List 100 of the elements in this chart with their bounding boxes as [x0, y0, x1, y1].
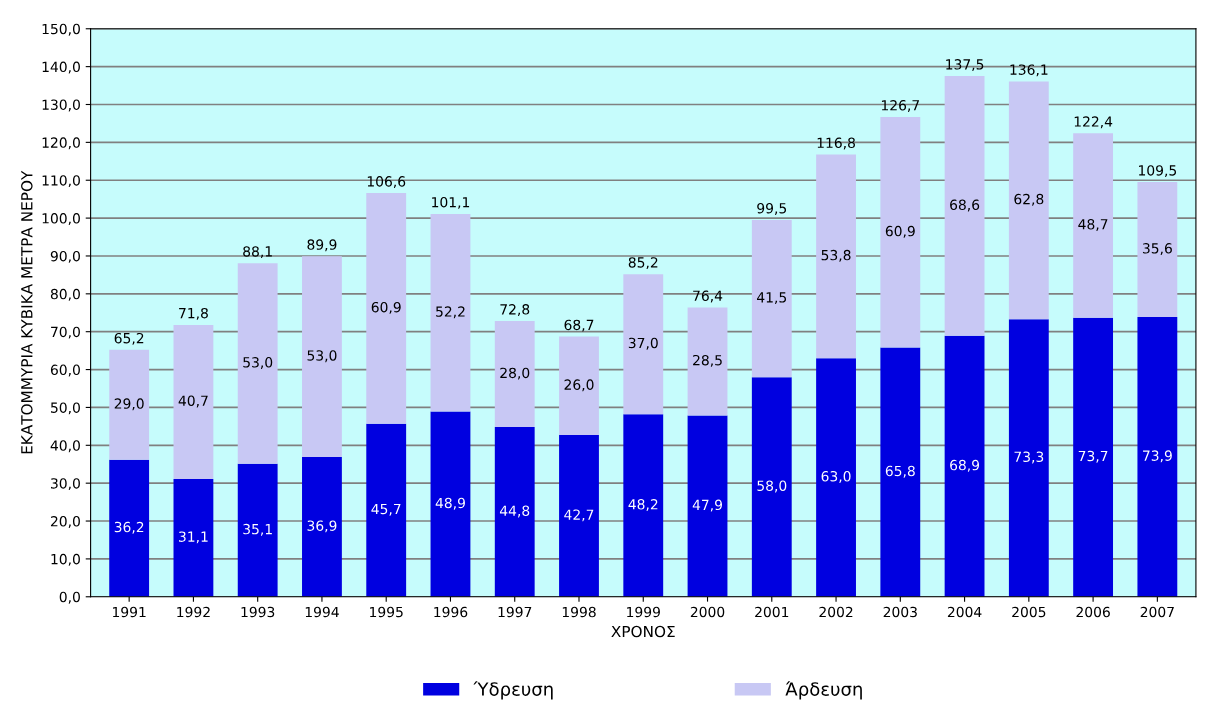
bar [944, 335, 985, 597]
total-label: 109,5 [1139, 165, 1177, 178]
data-label: 47,9 [692, 499, 723, 512]
data-label: 45,7 [371, 503, 401, 516]
bar [237, 463, 278, 597]
bar [687, 307, 728, 416]
y-tick-label: 110,0 [42, 175, 80, 188]
x-tick-label: 2000 [690, 606, 725, 618]
data-label: 60,9 [371, 301, 401, 314]
data-label: 48,9 [435, 497, 465, 510]
bar [302, 457, 342, 597]
data-label: 52,2 [436, 306, 465, 319]
bar [751, 377, 792, 597]
bar [237, 263, 278, 464]
x-tick-label: 1992 [177, 606, 210, 618]
x-tick-label: 2002 [819, 606, 853, 618]
total-label: 85,2 [628, 257, 658, 270]
data-label: 63,0 [821, 471, 851, 483]
x-tick-label: 1996 [434, 606, 468, 618]
data-label: 35,1 [243, 523, 272, 536]
total-label: 137,5 [946, 59, 984, 72]
data-label: 36,9 [307, 520, 337, 533]
data-label: 28,0 [500, 367, 530, 380]
data-label: 68,6 [950, 199, 980, 212]
total-label: 65,2 [114, 332, 144, 345]
y-tick-label: 150,0 [42, 23, 80, 36]
data-label: 58,0 [757, 480, 787, 493]
data-label: 48,2 [628, 499, 658, 511]
data-label: 41,5 [757, 292, 787, 305]
bar [559, 435, 599, 597]
x-tick-label: 1998 [562, 606, 596, 618]
total-label: 88,1 [243, 246, 272, 259]
y-tick-label: 120,0 [42, 137, 80, 150]
bar [751, 219, 792, 378]
x-tick-label: 2004 [947, 606, 982, 618]
data-label: 48,7 [1078, 219, 1108, 231]
y-tick-label: 90,0 [50, 250, 80, 263]
total-label: 116,8 [817, 137, 855, 150]
bar [494, 321, 535, 428]
data-label: 28,5 [693, 354, 722, 367]
bar [559, 336, 599, 436]
y-tick-label: 10,0 [51, 553, 80, 566]
data-label: 29,0 [114, 398, 144, 411]
x-tick-label: 1994 [305, 606, 339, 618]
x-tick-label: 2006 [1076, 606, 1110, 618]
total-label: 136,1 [1010, 64, 1048, 77]
bar [366, 423, 407, 597]
bar [816, 358, 856, 597]
y-tick-label: 0,0 [59, 591, 80, 604]
bar [1008, 319, 1049, 597]
x-tick-label: 1995 [370, 606, 403, 618]
y-tick-label: 100,0 [42, 213, 80, 225]
bar [109, 349, 150, 460]
x-tick-label: 2001 [755, 606, 789, 618]
legend-label: Άρδευση [785, 681, 862, 700]
x-axis-title: ΧΡΟΝΟΣ [611, 625, 675, 638]
bar [1137, 316, 1178, 597]
total-label: 106,6 [367, 176, 406, 189]
bar [1073, 133, 1114, 318]
bar [430, 213, 471, 412]
total-label: 71,8 [179, 307, 208, 320]
data-label: 73,7 [1078, 450, 1108, 463]
y-tick-label: 20,0 [50, 516, 80, 528]
bar [1073, 317, 1114, 597]
bar [623, 274, 664, 415]
y-tick-label: 40,0 [50, 440, 80, 453]
bar [430, 411, 471, 597]
total-label: 72,8 [500, 304, 530, 317]
bar [687, 415, 728, 597]
y-tick-label: 140,0 [42, 61, 80, 74]
data-label: 37,0 [628, 337, 658, 350]
bar [880, 347, 921, 597]
data-label: 26,0 [564, 379, 594, 392]
data-label: 60,9 [885, 225, 915, 238]
bar [1137, 182, 1178, 317]
bar [944, 76, 985, 336]
data-label: 31,1 [179, 531, 208, 544]
bar [109, 459, 150, 597]
bar [816, 154, 856, 359]
data-label: 65,8 [885, 465, 915, 478]
total-label: 122,4 [1074, 116, 1113, 129]
y-tick-label: 80,0 [50, 288, 80, 301]
total-label: 76,4 [693, 290, 723, 303]
total-label: 99,5 [757, 203, 787, 215]
data-label: 62,8 [1014, 193, 1044, 206]
y-tick-label: 70,0 [51, 326, 80, 339]
bar [494, 427, 535, 597]
total-label: 89,9 [307, 239, 337, 252]
data-label: 40,7 [178, 395, 208, 408]
data-label: 53,8 [821, 249, 851, 262]
x-tick-label: 1991 [113, 606, 146, 618]
x-tick-label: 1997 [498, 606, 532, 618]
y-axis-title: ΕΚΑΤΟΜΜΥΡΙΑ ΚΥΒΙΚΑ ΜΕΤΡΑ ΝΕΡΟΥ [21, 170, 33, 454]
y-tick-label: 130,0 [42, 99, 80, 112]
x-tick-label: 2005 [1012, 606, 1046, 618]
bar [1008, 81, 1049, 320]
legend-label: Ύδρευση [473, 681, 553, 700]
bar [623, 414, 664, 597]
total-label: 101,1 [432, 196, 470, 209]
bar [880, 116, 921, 348]
